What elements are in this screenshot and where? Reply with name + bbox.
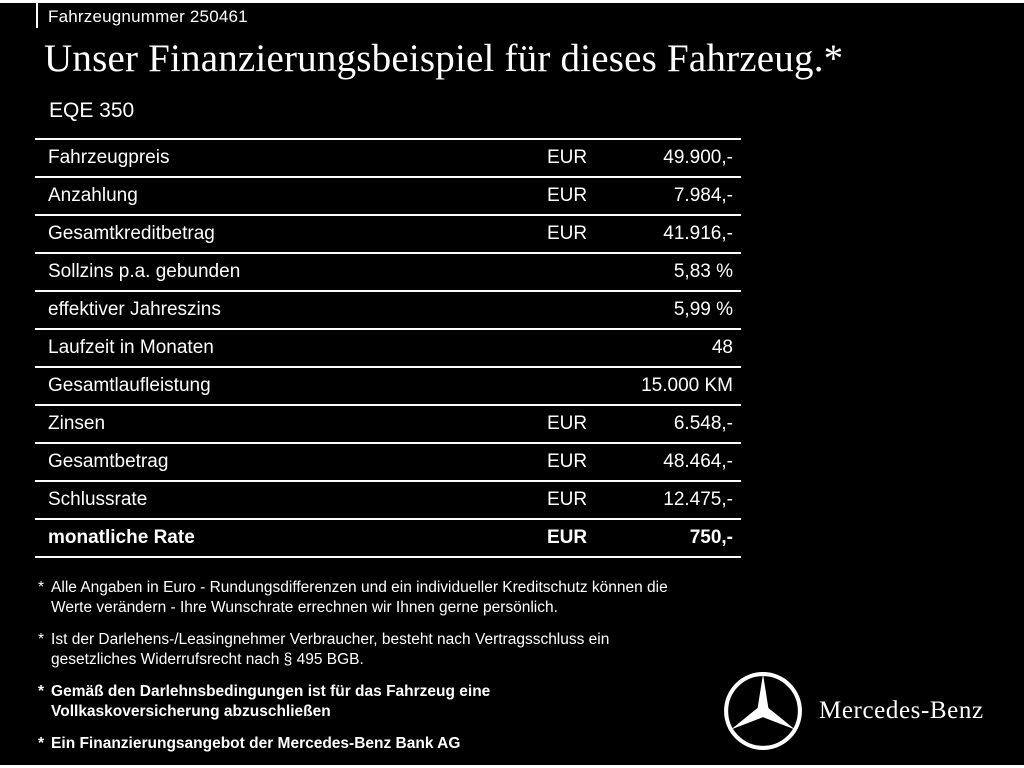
brand-name: Mercedes-Benz bbox=[819, 697, 984, 724]
row-label: Gesamtkreditbetrag bbox=[48, 223, 215, 244]
row-label: monatliche Rate bbox=[48, 527, 195, 548]
footnote-marker: * bbox=[38, 630, 45, 648]
footnote-marker: * bbox=[38, 734, 45, 752]
vehicle-number: Fahrzeugnummer 250461 bbox=[48, 7, 248, 26]
table-row: Laufzeit in Monaten 48 bbox=[35, 328, 741, 366]
row-label: Laufzeit in Monaten bbox=[48, 337, 214, 358]
row-label: effektiver Jahreszins bbox=[48, 299, 221, 320]
frame-left-line bbox=[36, 3, 38, 28]
row-value: 48.464,- bbox=[663, 451, 733, 472]
page-title: Unser Finanzierungsbeispiel für dieses F… bbox=[44, 37, 844, 80]
row-value: 12.475,- bbox=[663, 489, 733, 510]
table-row: monatliche Rate EUR 750,- bbox=[35, 518, 741, 558]
footnote-marker: * bbox=[38, 682, 45, 700]
row-currency: EUR bbox=[547, 147, 588, 168]
row-value: 5,99 % bbox=[673, 299, 733, 320]
footnote: * Ein Finanzierungsangebot der Mercedes-… bbox=[38, 734, 778, 754]
row-value: 7.984,- bbox=[673, 185, 733, 206]
footnote-text: Ist der Darlehens-/Leasingnehmer Verbrau… bbox=[51, 630, 610, 669]
model-name: EQE 350 bbox=[49, 99, 135, 122]
row-currency: EUR bbox=[547, 527, 588, 548]
row-label: Fahrzeugpreis bbox=[48, 147, 170, 168]
brand-logo-block: Mercedes-Benz bbox=[722, 670, 984, 752]
table-row: Gesamtlaufleistung 15.000 KM bbox=[35, 366, 741, 404]
footnote-marker: * bbox=[38, 579, 45, 596]
footnote-text: Alle Angaben in Euro - Rundungsdifferenz… bbox=[51, 579, 668, 617]
footnote-text: Gemäß den Darlehnsbedingungen ist für da… bbox=[51, 682, 491, 721]
footnote: * Alle Angaben in Euro - Rundungsdiffere… bbox=[38, 578, 778, 619]
table-row: Gesamtkreditbetrag EUR 41.916,- bbox=[35, 214, 741, 252]
table-row: Fahrzeugpreis EUR 49.900,- bbox=[35, 138, 741, 176]
frame-top-line bbox=[0, 0, 1024, 3]
table-row: Sollzins p.a. gebunden 5,83 % bbox=[35, 252, 741, 290]
row-label: Gesamtlaufleistung bbox=[48, 375, 211, 396]
table-row: Zinsen EUR 6.548,- bbox=[35, 404, 741, 442]
footnotes: * Alle Angaben in Euro - Rundungsdiffere… bbox=[38, 578, 778, 754]
row-value: 750,- bbox=[689, 527, 733, 548]
row-value: 48 bbox=[711, 337, 733, 358]
row-label: Sollzins p.a. gebunden bbox=[48, 261, 241, 282]
table-row: Anzahlung EUR 7.984,- bbox=[35, 176, 741, 214]
row-value: 15.000 KM bbox=[641, 375, 733, 396]
row-value: 5,83 % bbox=[673, 261, 733, 282]
footnote: * Ist der Darlehens-/Leasingnehmer Verbr… bbox=[38, 630, 778, 671]
row-label: Anzahlung bbox=[48, 185, 138, 206]
table-row: Gesamtbetrag EUR 48.464,- bbox=[35, 442, 741, 480]
footnote: * Gemäß den Darlehnsbedingungen ist für … bbox=[38, 682, 778, 723]
row-value: 49.900,- bbox=[663, 147, 733, 168]
row-value: 41.916,- bbox=[663, 223, 733, 244]
footnote-text: Ein Finanzierungsangebot der Mercedes-Be… bbox=[51, 734, 461, 752]
row-value: 6.548,- bbox=[673, 413, 733, 434]
frame-bottom-line bbox=[0, 765, 1024, 768]
table-row: effektiver Jahreszins 5,99 % bbox=[35, 290, 741, 328]
row-label: Schlussrate bbox=[48, 489, 148, 510]
row-label: Gesamtbetrag bbox=[48, 451, 169, 472]
row-currency: EUR bbox=[547, 489, 588, 510]
row-currency: EUR bbox=[547, 223, 588, 244]
mercedes-star-icon bbox=[724, 672, 802, 750]
table-row: Schlussrate EUR 12.475,- bbox=[35, 480, 741, 518]
finance-table: Fahrzeugpreis EUR 49.900,- Anzahlung EUR… bbox=[35, 138, 741, 558]
row-currency: EUR bbox=[547, 451, 588, 472]
row-currency: EUR bbox=[547, 413, 588, 434]
row-currency: EUR bbox=[547, 185, 588, 206]
row-label: Zinsen bbox=[48, 413, 106, 434]
